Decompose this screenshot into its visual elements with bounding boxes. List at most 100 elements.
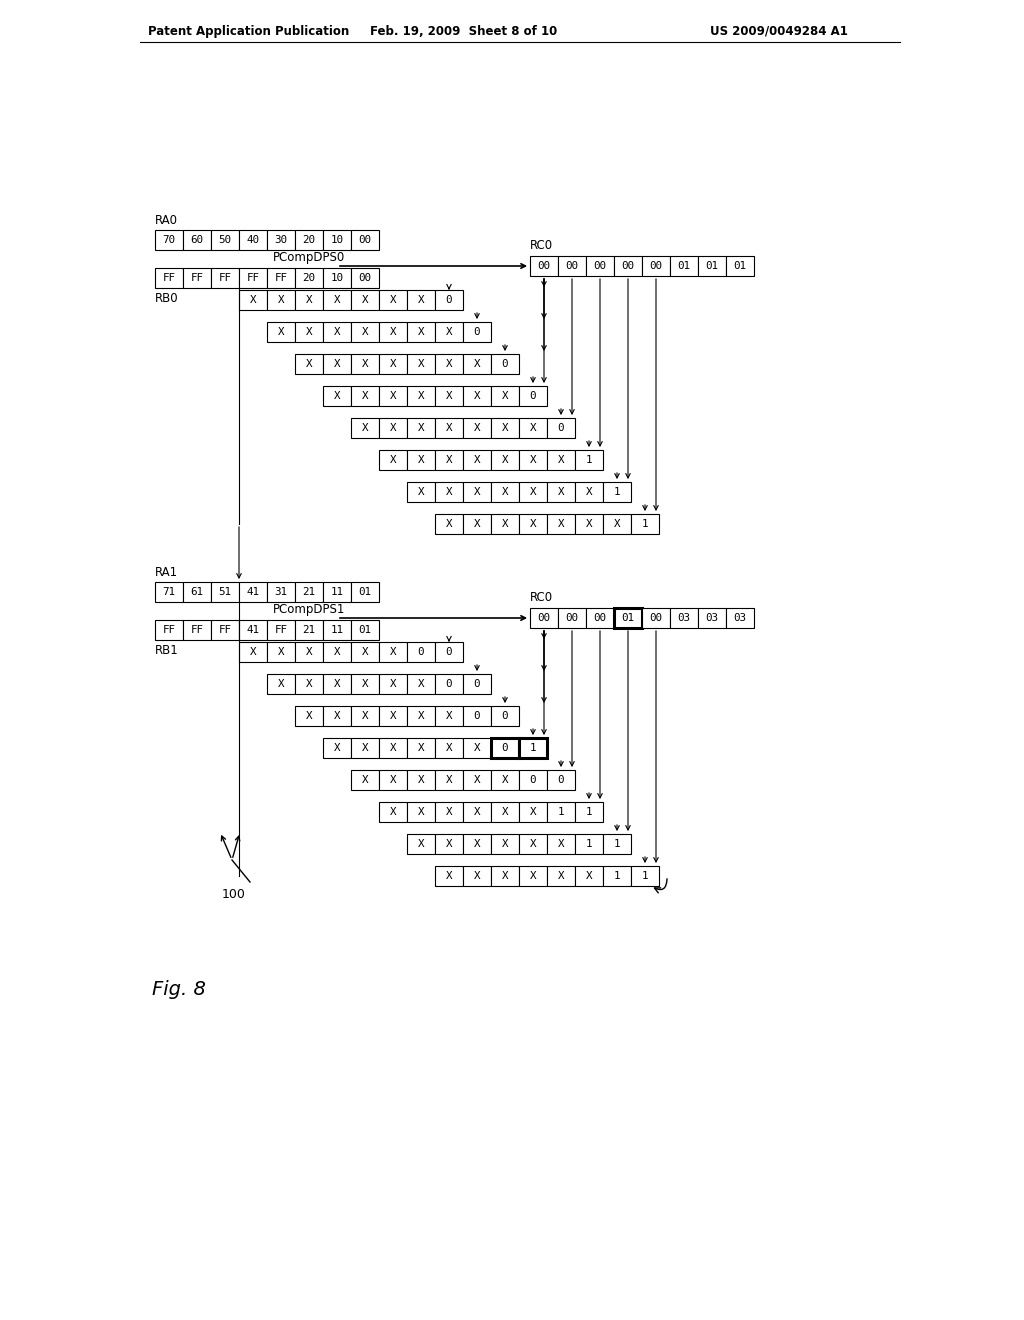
Bar bbox=[603, 834, 631, 854]
Bar bbox=[519, 418, 547, 438]
Text: X: X bbox=[558, 840, 564, 849]
Bar bbox=[490, 385, 519, 407]
Text: 0: 0 bbox=[558, 775, 564, 785]
Text: 00: 00 bbox=[358, 273, 372, 282]
Text: 00: 00 bbox=[594, 612, 606, 623]
Bar bbox=[490, 770, 519, 789]
Bar bbox=[575, 482, 603, 502]
Text: X: X bbox=[278, 678, 285, 689]
Text: X: X bbox=[306, 327, 312, 337]
Bar bbox=[267, 290, 295, 310]
Text: X: X bbox=[445, 455, 453, 465]
Bar bbox=[323, 385, 351, 407]
Bar bbox=[323, 582, 351, 602]
Bar bbox=[155, 230, 183, 249]
Text: X: X bbox=[334, 711, 340, 721]
Bar bbox=[435, 385, 463, 407]
Text: X: X bbox=[502, 455, 508, 465]
Bar bbox=[407, 482, 435, 502]
Bar bbox=[435, 834, 463, 854]
Bar bbox=[490, 706, 519, 726]
Text: X: X bbox=[306, 294, 312, 305]
Text: X: X bbox=[390, 678, 396, 689]
Bar bbox=[239, 268, 267, 288]
Text: X: X bbox=[418, 807, 424, 817]
Bar bbox=[295, 290, 323, 310]
Bar bbox=[463, 385, 490, 407]
Text: X: X bbox=[474, 871, 480, 880]
Bar bbox=[435, 770, 463, 789]
Text: 61: 61 bbox=[190, 587, 204, 597]
Bar bbox=[435, 738, 463, 758]
Bar bbox=[490, 803, 519, 822]
Text: 1: 1 bbox=[613, 871, 621, 880]
Bar bbox=[295, 620, 323, 640]
Text: X: X bbox=[361, 711, 369, 721]
Text: X: X bbox=[390, 743, 396, 752]
Bar bbox=[603, 866, 631, 886]
Text: X: X bbox=[558, 455, 564, 465]
Text: X: X bbox=[502, 391, 508, 401]
Bar bbox=[267, 642, 295, 663]
Text: X: X bbox=[502, 422, 508, 433]
Text: X: X bbox=[250, 647, 256, 657]
Text: X: X bbox=[445, 807, 453, 817]
Text: X: X bbox=[502, 871, 508, 880]
Text: 0: 0 bbox=[418, 647, 424, 657]
Text: FF: FF bbox=[274, 273, 288, 282]
Text: X: X bbox=[445, 391, 453, 401]
Text: 03: 03 bbox=[678, 612, 690, 623]
Bar bbox=[463, 450, 490, 470]
Text: X: X bbox=[361, 647, 369, 657]
Text: X: X bbox=[474, 422, 480, 433]
Text: FF: FF bbox=[190, 624, 204, 635]
Text: RC0: RC0 bbox=[530, 591, 553, 605]
Bar bbox=[379, 770, 407, 789]
Bar bbox=[407, 675, 435, 694]
Text: 01: 01 bbox=[733, 261, 746, 271]
Bar bbox=[351, 582, 379, 602]
Text: X: X bbox=[306, 359, 312, 370]
Text: X: X bbox=[502, 775, 508, 785]
Bar bbox=[435, 290, 463, 310]
Text: X: X bbox=[418, 359, 424, 370]
Text: X: X bbox=[445, 711, 453, 721]
Text: 70: 70 bbox=[163, 235, 175, 246]
Text: 60: 60 bbox=[190, 235, 204, 246]
Bar bbox=[351, 642, 379, 663]
Text: X: X bbox=[418, 391, 424, 401]
Bar bbox=[323, 738, 351, 758]
Bar bbox=[239, 620, 267, 640]
Bar bbox=[463, 513, 490, 535]
Bar bbox=[547, 450, 575, 470]
Bar bbox=[351, 385, 379, 407]
Text: Patent Application Publication: Patent Application Publication bbox=[148, 25, 349, 38]
Text: X: X bbox=[418, 487, 424, 498]
Text: 1: 1 bbox=[613, 487, 621, 498]
Text: X: X bbox=[390, 775, 396, 785]
Text: X: X bbox=[390, 327, 396, 337]
Bar bbox=[379, 385, 407, 407]
Text: X: X bbox=[474, 455, 480, 465]
Text: US 2009/0049284 A1: US 2009/0049284 A1 bbox=[710, 25, 848, 38]
Text: 1: 1 bbox=[586, 455, 592, 465]
Bar bbox=[295, 706, 323, 726]
Bar bbox=[183, 230, 211, 249]
Text: X: X bbox=[361, 422, 369, 433]
Bar bbox=[490, 738, 519, 758]
Bar bbox=[519, 738, 547, 758]
Bar bbox=[547, 770, 575, 789]
Text: 00: 00 bbox=[649, 612, 663, 623]
Bar bbox=[155, 268, 183, 288]
Text: X: X bbox=[278, 327, 285, 337]
Bar bbox=[295, 582, 323, 602]
Bar bbox=[379, 642, 407, 663]
Bar bbox=[351, 418, 379, 438]
Bar bbox=[351, 770, 379, 789]
Bar bbox=[463, 834, 490, 854]
Bar bbox=[547, 834, 575, 854]
Text: X: X bbox=[334, 294, 340, 305]
Bar bbox=[155, 582, 183, 602]
Text: 0: 0 bbox=[474, 327, 480, 337]
Text: X: X bbox=[474, 743, 480, 752]
